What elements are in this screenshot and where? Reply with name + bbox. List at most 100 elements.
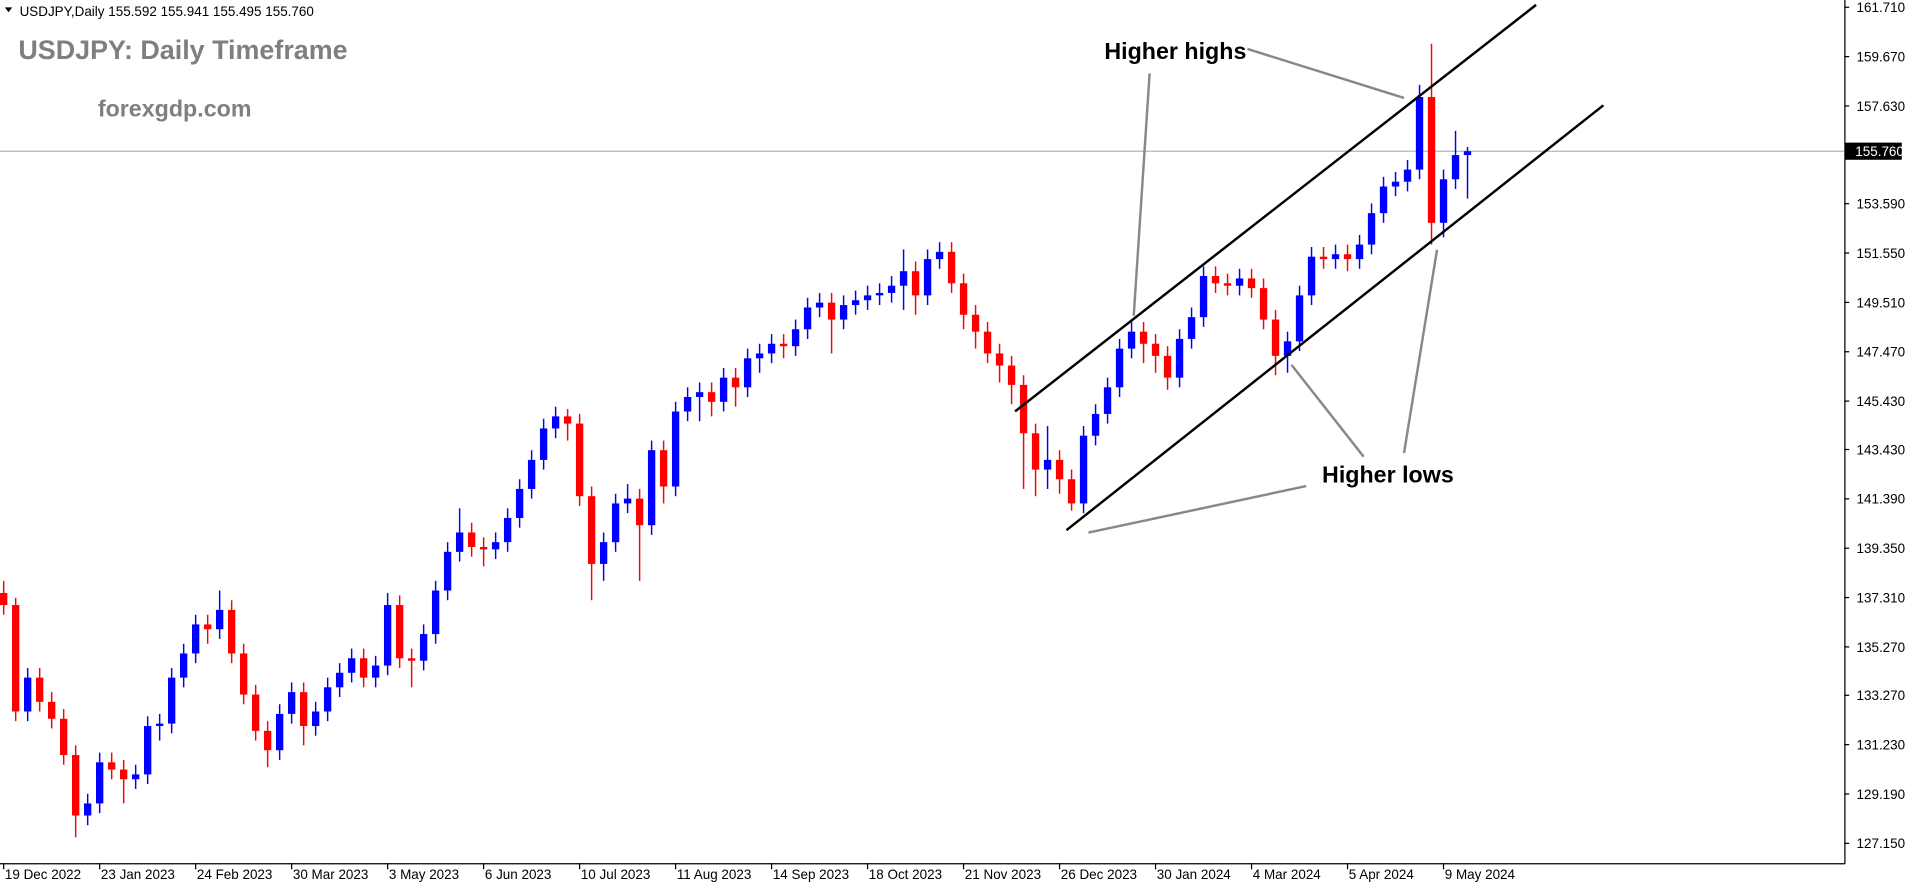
candle-body [299, 692, 308, 727]
candle-body [275, 713, 284, 751]
candle-body [1355, 244, 1364, 260]
candle-body [839, 305, 848, 320]
candle-body [671, 411, 680, 487]
candle-body [227, 609, 236, 654]
candle-body [383, 605, 392, 666]
x-tick-label: 10 Jul 2023 [581, 867, 651, 882]
candle-body [1415, 97, 1424, 170]
candle-body [1127, 331, 1136, 349]
candle-body [719, 377, 728, 402]
candle-body [803, 307, 812, 330]
y-tick-label: 129.190 [1857, 787, 1906, 802]
candle-body [1007, 365, 1016, 385]
candle-body [48, 701, 56, 719]
candle-body [491, 542, 500, 550]
x-tick-label: 3 May 2023 [389, 867, 459, 882]
candle-body [1031, 433, 1040, 470]
candle-body [311, 711, 320, 727]
x-tick-label: 11 Aug 2023 [677, 867, 752, 882]
candle-body [1091, 413, 1100, 436]
candle-body [347, 658, 356, 673]
candle-body [1463, 151, 1472, 156]
x-tick-label: 14 Sep 2023 [773, 867, 849, 882]
candle-body [1403, 169, 1412, 182]
candle-body [707, 392, 716, 402]
candle-body [179, 653, 188, 678]
candle-body [647, 450, 656, 526]
y-tick-label: 133.270 [1857, 688, 1906, 703]
candle-body [971, 314, 980, 332]
candle-body [1055, 459, 1064, 480]
candle-body [1331, 254, 1340, 260]
candle-body [96, 762, 104, 804]
x-tick-label: 5 Apr 2024 [1349, 867, 1415, 882]
candle-body [887, 285, 896, 293]
channel-lower [1065, 104, 1605, 532]
y-tick-label: 157.630 [1857, 99, 1906, 114]
candle-body [983, 331, 992, 354]
candle-body [623, 498, 632, 504]
candle-body [863, 295, 872, 301]
candle-body [0, 592, 8, 606]
y-tick-label: 143.430 [1857, 442, 1906, 457]
candle-body [167, 677, 176, 724]
candle-body [1259, 288, 1268, 320]
candle-body [875, 292, 884, 296]
candle-body [755, 353, 764, 359]
candle-body [119, 769, 128, 780]
annotation-lines [1014, 3, 1605, 534]
candle-body [779, 343, 788, 347]
candle-body [1307, 256, 1316, 296]
candle-body [767, 343, 776, 354]
candle-body [1379, 186, 1388, 214]
candle-body [251, 694, 260, 731]
candle-body [1211, 276, 1220, 284]
candle-body [911, 271, 920, 296]
candle-body [851, 300, 860, 306]
candle-body [371, 665, 380, 678]
candle-body [263, 730, 272, 751]
candle-body [1043, 459, 1052, 470]
candle-body [1439, 179, 1448, 223]
chart-title: USDJPY: Daily Timeframe [18, 35, 347, 65]
y-tick-label: 131.230 [1857, 738, 1906, 753]
y-tick-label: 139.350 [1857, 541, 1906, 556]
candle-body [1019, 384, 1028, 434]
candle-body [731, 377, 740, 388]
candle-body [599, 542, 608, 564]
candle-body [72, 755, 80, 816]
candle-body [1271, 319, 1280, 356]
x-tick-label: 4 Mar 2024 [1253, 867, 1322, 882]
channel-upper [1014, 3, 1537, 413]
candle-body [1235, 278, 1244, 286]
candle-body [659, 450, 668, 487]
candle-body [155, 723, 164, 727]
candle-body [503, 517, 512, 543]
candle-body [12, 605, 20, 712]
y-tick-label: 141.390 [1857, 492, 1906, 507]
candle-body [36, 677, 44, 702]
candle-body [575, 423, 584, 497]
candle-body [899, 271, 908, 286]
candle-body [683, 396, 692, 412]
candle-body [479, 546, 488, 550]
candle-body [923, 259, 932, 296]
annotation: Higher highs [1104, 38, 1246, 64]
y-tick-label: 159.670 [1857, 50, 1906, 65]
candle-body [323, 687, 332, 712]
header: USDJPY,Daily 155.592 155.941 155.495 155… [20, 4, 314, 19]
candle-body [443, 551, 452, 591]
candle-body [1283, 341, 1292, 356]
candle-body [695, 392, 704, 397]
candle-body [1175, 338, 1184, 378]
candle-body [1187, 317, 1196, 339]
candle-body [131, 774, 140, 780]
candle-body [827, 302, 836, 320]
candles [0, 43, 1472, 838]
candle-body [935, 251, 944, 260]
candle-body [419, 634, 428, 661]
candle-body [1151, 343, 1160, 356]
candle-body [107, 762, 116, 770]
